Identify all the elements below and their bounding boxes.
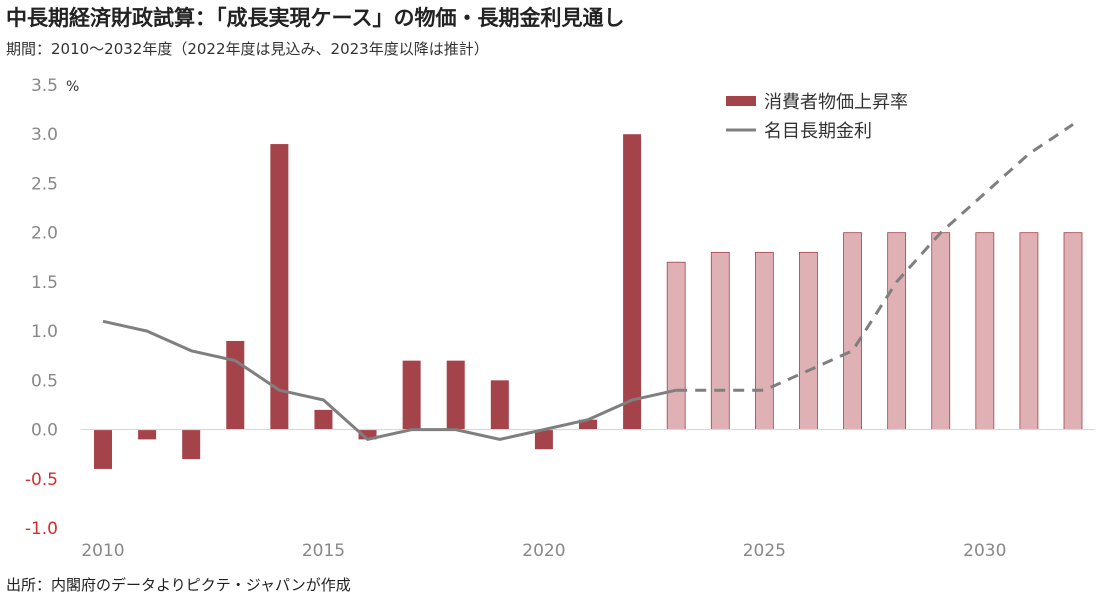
line-rate-projection: [676, 123, 1074, 392]
chart-title: 中長期経済財政試算：「成長実現ケース」の物価・長期金利見通し: [6, 6, 625, 30]
bar-cpi-2011: [138, 429, 157, 440]
y-tick-label: 3.5: [31, 76, 58, 96]
y-axis-ticks: 3.5 3.0 2.5 2.0 1.5 1.0 0.5 0.0 -0.5 -1.0: [25, 76, 58, 539]
bar-cpi-2025: [754, 251, 774, 430]
bar-cpi-2029: [931, 232, 951, 430]
lines-group: [102, 123, 1074, 441]
bar-cpi-2021: [579, 419, 597, 430]
bar-cpi-2016: [358, 429, 377, 440]
bar-cpi-2017: [402, 360, 421, 430]
chart-subtitle: 期間：2010～2032年度（2022年度は見込み、2023年度以降は推計）: [6, 40, 489, 58]
y-tick-label: 1.5: [31, 273, 58, 293]
legend-label-rate: 名目長期金利: [764, 121, 872, 142]
bar-cpi-2022: [623, 134, 642, 430]
y-tick-label: -1.0: [25, 519, 58, 539]
y-tick-label: -0.5: [25, 470, 58, 490]
source-note: 出所：内閣府のデータよりピクテ・ジャパンが作成: [6, 576, 351, 594]
y-tick-label: 3.0: [31, 125, 58, 145]
chart: 3.53.02.52.01.51.00.50.0-0.5-1.0 2010 201…: [25, 76, 1095, 561]
x-tick-label: 2015: [302, 541, 345, 561]
legend: 消費者物価上昇率 名目長期金利: [726, 92, 908, 142]
bars-group: [94, 134, 1083, 469]
bar-cpi-2014: [270, 144, 289, 430]
y-tick-label: 0.5: [31, 371, 58, 391]
bar-cpi-2023: [666, 261, 686, 430]
bar-cpi-2010: [94, 429, 112, 469]
x-axis-ticks: 2010 2015 2020 2025 2030: [81, 541, 1006, 561]
bar-cpi-2028: [887, 232, 907, 430]
y-tick-label: 0.0: [31, 421, 58, 441]
x-tick-label: 2020: [522, 541, 565, 561]
legend-label-cpi: 消費者物価上昇率: [764, 92, 908, 113]
bar-cpi-2020: [534, 429, 553, 450]
bar-cpi-2027: [843, 232, 862, 430]
bar-cpi-2030: [975, 232, 995, 430]
bar-cpi-2019: [490, 380, 509, 430]
y-axis-unit: %: [66, 79, 79, 95]
bar-cpi-2015: [314, 409, 333, 430]
x-tick-label: 2025: [743, 541, 786, 561]
bar-cpi-2012: [182, 429, 201, 460]
x-tick-label: 2010: [81, 541, 124, 561]
y-tick-label: 2.0: [31, 224, 58, 244]
bar-cpi-2026: [799, 251, 818, 430]
bar-cpi-2024: [710, 251, 730, 430]
legend-swatch-cpi: [726, 96, 756, 106]
bar-cpi-2013: [226, 340, 245, 430]
y-tick-label: 2.5: [31, 174, 58, 194]
bar-cpi-2031: [1019, 232, 1039, 430]
bar-cpi-2018: [446, 360, 465, 430]
line-rate-actual: [102, 319, 677, 441]
x-tick-label: 2030: [963, 541, 1006, 561]
y-tick-label: 1.0: [31, 322, 58, 342]
bar-cpi-2032: [1063, 232, 1083, 430]
